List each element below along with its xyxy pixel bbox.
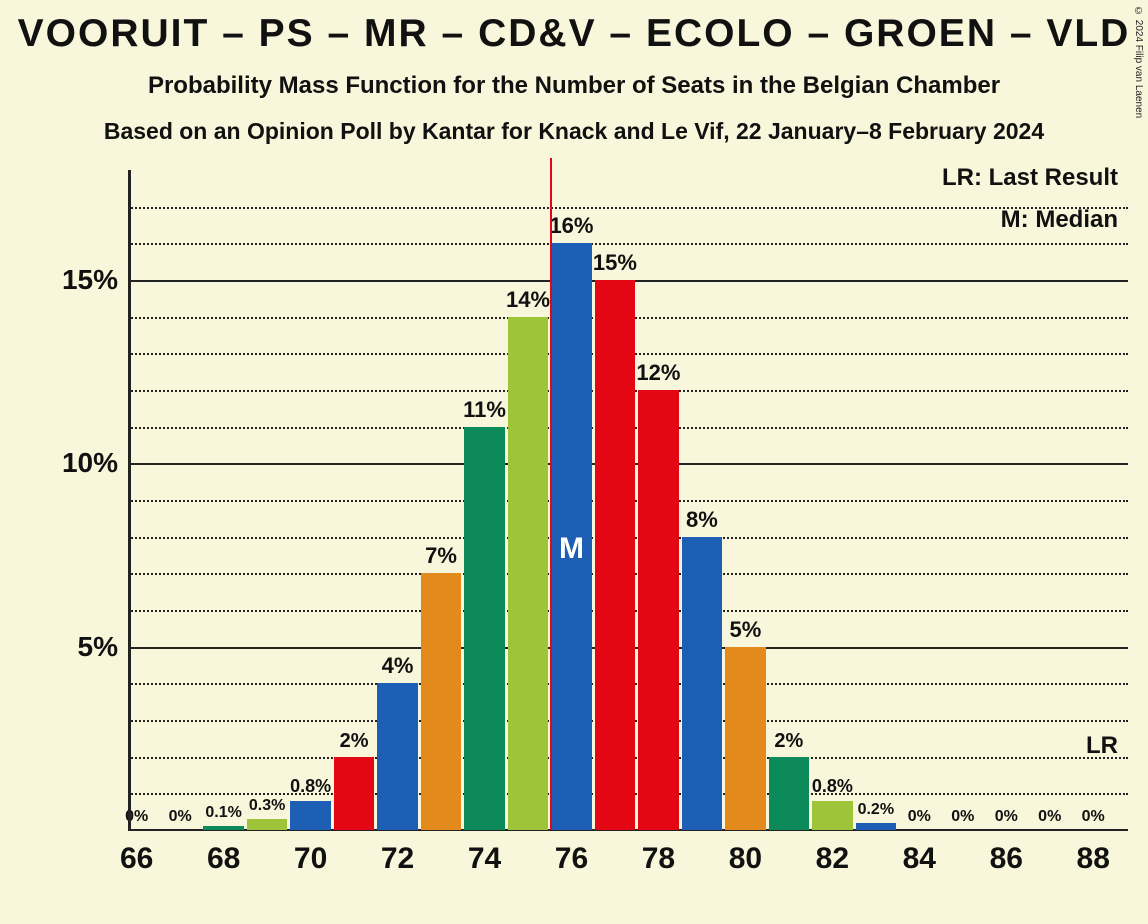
median-line — [550, 158, 552, 830]
bar-label: 0% — [908, 808, 931, 826]
x-tick-label: 86 — [976, 842, 1036, 876]
bar — [247, 819, 287, 830]
chart-subtitle-2: Based on an Opinion Poll by Kantar for K… — [0, 118, 1148, 145]
grid-minor — [128, 207, 1128, 209]
bar — [856, 823, 896, 830]
bar — [377, 683, 417, 830]
y-tick-label: 15% — [28, 264, 118, 296]
bar-label: 12% — [636, 360, 680, 386]
x-tick-label: 80 — [715, 842, 775, 876]
x-tick-label: 68 — [194, 842, 254, 876]
bar — [290, 801, 330, 830]
x-tick-label: 82 — [802, 842, 862, 876]
bar — [595, 280, 635, 830]
bar-label: 8% — [686, 507, 718, 533]
x-tick-label: 76 — [541, 842, 601, 876]
y-tick-label: 5% — [28, 631, 118, 663]
bar — [334, 757, 374, 830]
chart-title: VOORUIT – PS – MR – CD&V – ECOLO – GROEN… — [0, 12, 1148, 56]
bar-label: 0% — [995, 808, 1018, 826]
legend-lr-label: LR: Last Result — [942, 164, 1118, 192]
bar — [638, 390, 678, 830]
plot-area: 5%10%15%0%0%0.1%0.3%0.8%2%4%7%11%14%16%1… — [128, 170, 1128, 830]
grid-minor — [128, 243, 1128, 245]
y-axis-line — [128, 170, 131, 830]
bar — [812, 801, 852, 830]
bar-label: 15% — [593, 250, 637, 276]
bar-label: 0.8% — [812, 776, 853, 797]
chart-subtitle-1: Probability Mass Function for the Number… — [0, 72, 1148, 100]
bar-label: 0% — [169, 808, 192, 826]
x-tick-label: 72 — [368, 842, 428, 876]
bar — [508, 317, 548, 830]
bar-label: 11% — [463, 397, 506, 423]
x-tick-label: 88 — [1063, 842, 1123, 876]
chart-container: © 2024 Filip van Laenen VOORUIT – PS – M… — [0, 0, 1148, 924]
bar — [769, 757, 809, 830]
x-tick-label: 78 — [628, 842, 688, 876]
bar-label: 5% — [729, 617, 761, 643]
bar — [464, 427, 504, 830]
bar-label: 0.2% — [858, 801, 894, 819]
bar-label: 7% — [425, 543, 457, 569]
lr-marker: LR — [1086, 732, 1118, 760]
plot-inner: 5%10%15%0%0%0.1%0.3%0.8%2%4%7%11%14%16%1… — [128, 170, 1128, 830]
bar-label: 4% — [382, 653, 414, 679]
bar-label: 2% — [774, 730, 803, 753]
x-tick-label: 66 — [107, 842, 167, 876]
x-tick-label: 84 — [889, 842, 949, 876]
bar — [725, 647, 765, 830]
bar-label: 16% — [549, 213, 593, 239]
bar-label: 14% — [506, 287, 550, 313]
bar-label: 0.8% — [290, 776, 331, 797]
legend-m-label: M: Median — [1001, 206, 1118, 234]
bar — [421, 573, 461, 830]
bar-label: 2% — [340, 730, 369, 753]
bar-label: 0% — [951, 808, 974, 826]
bar-label: 0% — [1082, 808, 1105, 826]
x-tick-label: 74 — [455, 842, 515, 876]
x-tick-label: 70 — [281, 842, 341, 876]
bar-label: 0.1% — [205, 804, 241, 822]
bar — [682, 537, 722, 830]
y-tick-label: 10% — [28, 447, 118, 479]
bar-label: 0.3% — [249, 797, 285, 815]
median-label: M — [559, 532, 584, 566]
bar-label: 0% — [1038, 808, 1061, 826]
bar — [203, 826, 243, 830]
